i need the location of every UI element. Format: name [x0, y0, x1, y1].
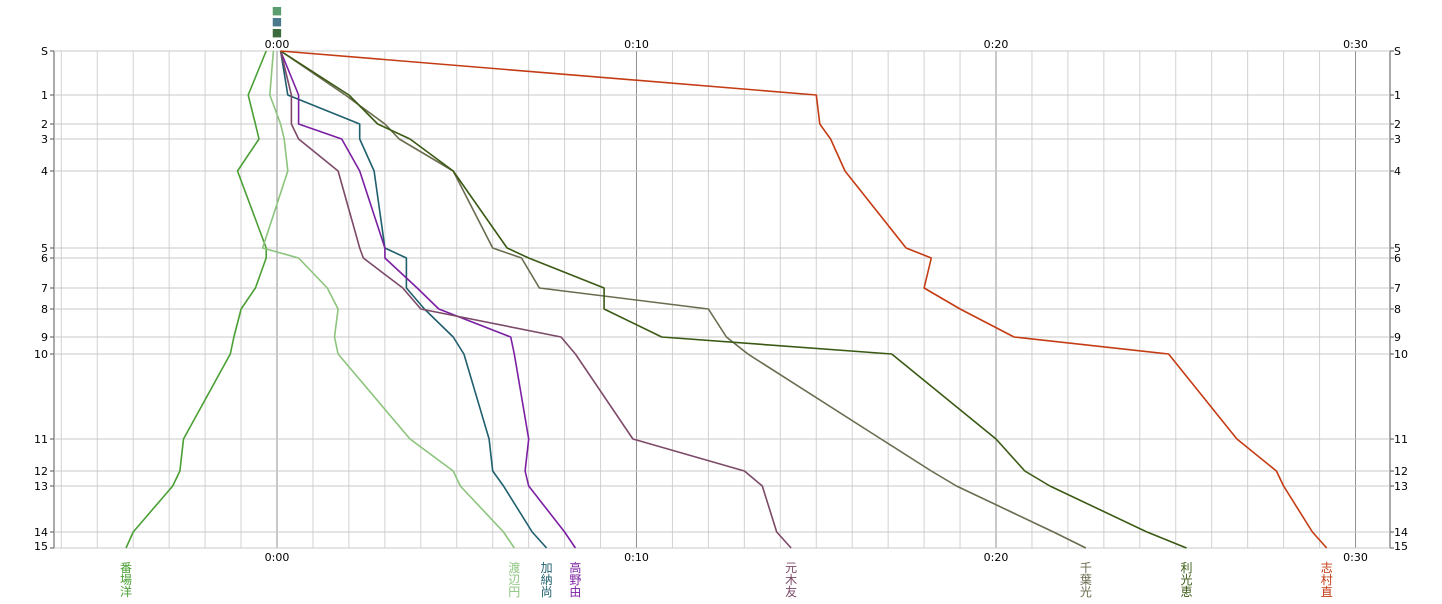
y-tick-label-right: 8: [1394, 303, 1401, 316]
y-tick-label-left: 3: [41, 133, 48, 146]
series-label: 由: [569, 585, 581, 599]
series-label: 円: [508, 585, 520, 599]
series-line: [125, 50, 268, 549]
series-line: [280, 50, 1187, 549]
y-tick-label-right: 5: [1394, 242, 1401, 255]
series-label: 尚: [541, 585, 553, 599]
y-tick-label-right: 9: [1394, 331, 1401, 344]
series-line: [279, 50, 548, 549]
y-tick-label-left: 8: [41, 303, 48, 316]
plot-frame: [53, 50, 1391, 549]
y-tick-label-left: 2: [41, 118, 48, 131]
series-label: 番: [120, 561, 132, 575]
series-label: 場: [120, 573, 132, 587]
series-label: 光: [1181, 573, 1193, 587]
y-tick-label-left: 5: [41, 242, 48, 255]
y-tick-label-left: 10: [34, 348, 48, 361]
y-tick-label-right: 6: [1394, 252, 1401, 265]
y-tick-label-right: 4: [1394, 165, 1401, 178]
series-line: [279, 50, 792, 549]
y-tick-label-left: 12: [34, 465, 48, 478]
series-line: [261, 50, 515, 549]
series-label: 直: [1321, 585, 1333, 599]
y-tick-label-left: S: [41, 45, 48, 58]
y-tick-label-right: 13: [1394, 480, 1408, 493]
series-label: 村: [1321, 573, 1333, 587]
series-line: [280, 50, 1328, 549]
y-tick-label-left: 11: [34, 433, 48, 446]
y-tick-label-left: 4: [41, 165, 48, 178]
y-tick-label-right: 15: [1394, 540, 1408, 553]
series-label: 洋: [120, 584, 132, 599]
y-tick-label-right: S: [1394, 45, 1401, 58]
series-label: 納: [541, 573, 553, 587]
y-tick-label-right: 3: [1394, 133, 1401, 146]
y-tick-label-left: 7: [41, 282, 48, 295]
x-tick-label-top: 0:20: [984, 38, 1009, 51]
series-label: 光: [1080, 585, 1092, 599]
y-tick-label-right: 2: [1394, 118, 1401, 131]
x-tick-label-bottom: 0:10: [624, 551, 649, 564]
y-tick-label-left: 9: [41, 331, 48, 344]
series-label: 元: [785, 561, 797, 575]
top-marker: ■: [272, 26, 282, 39]
series-label: 渡: [508, 560, 520, 575]
y-tick-label-left: 14: [34, 526, 48, 539]
x-tick-label-top: 0:10: [624, 38, 649, 51]
y-tick-label-right: 1: [1394, 89, 1401, 102]
y-tick-label-left: 6: [41, 252, 48, 265]
y-tick-label-left: 13: [34, 480, 48, 493]
series-label: 辺: [508, 573, 520, 587]
y-tick-label-right: 10: [1394, 348, 1408, 361]
y-tick-label-right: 7: [1394, 282, 1401, 295]
series-label: 高: [569, 560, 581, 575]
series-label: 志: [1321, 561, 1333, 575]
series-label: 野: [569, 573, 581, 587]
series-label: 木: [785, 573, 797, 587]
x-tick-label-top: 0:00: [265, 38, 290, 51]
x-tick-label-bottom: 0:20: [984, 551, 1009, 564]
series-label: 友: [785, 585, 797, 599]
series-label: 千: [1080, 561, 1092, 575]
y-tick-label-right: 14: [1394, 526, 1408, 539]
x-tick-label-top: 0:30: [1343, 38, 1368, 51]
series-line: [279, 50, 577, 549]
y-tick-label-right: 12: [1394, 465, 1408, 478]
x-tick-label-bottom: 0:30: [1343, 551, 1368, 564]
y-tick-label-left: 1: [41, 89, 48, 102]
top-marker: ■: [272, 4, 282, 17]
x-tick-label-bottom: 0:00: [265, 551, 290, 564]
series-label: 葉: [1080, 573, 1092, 587]
series-label: 加: [541, 561, 553, 575]
series-label: 恵: [1181, 585, 1193, 599]
y-tick-label-left: 15: [34, 540, 48, 553]
top-marker: ■: [272, 15, 282, 28]
series-label: 利: [1181, 561, 1193, 575]
y-tick-label-right: 11: [1394, 433, 1408, 446]
